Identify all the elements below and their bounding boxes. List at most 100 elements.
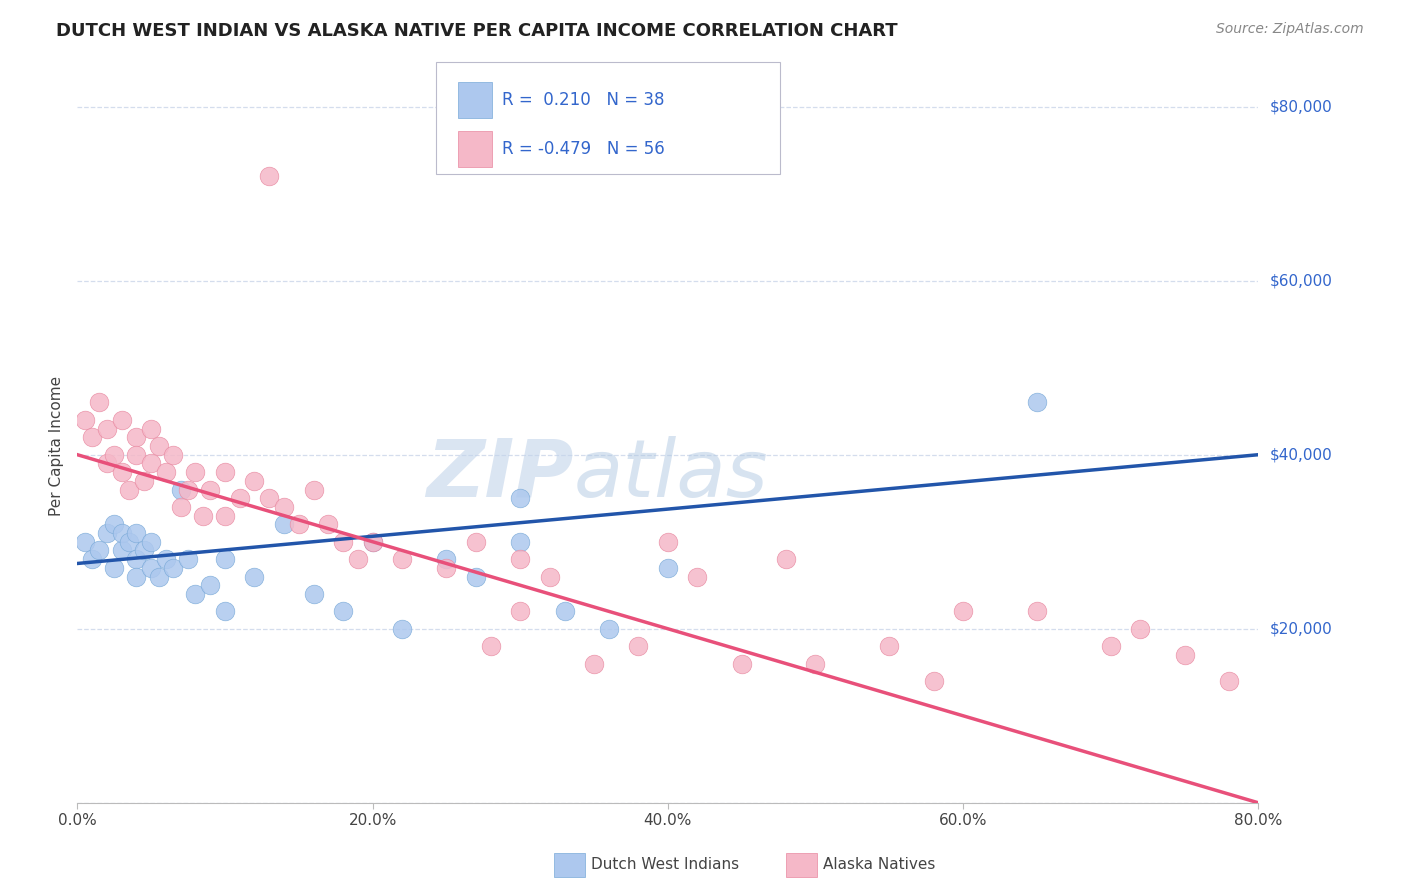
Point bbox=[686, 569, 709, 583]
Point bbox=[318, 517, 340, 532]
Point bbox=[259, 169, 281, 184]
Point bbox=[177, 552, 200, 566]
Point bbox=[170, 500, 193, 514]
Point bbox=[436, 552, 458, 566]
Point bbox=[243, 569, 266, 583]
Point bbox=[103, 561, 125, 575]
Point bbox=[288, 517, 311, 532]
Point bbox=[111, 413, 132, 427]
Point bbox=[200, 483, 222, 497]
Point bbox=[464, 534, 488, 549]
Point bbox=[103, 448, 125, 462]
Point bbox=[125, 448, 148, 462]
Point bbox=[191, 508, 214, 523]
Point bbox=[141, 534, 163, 549]
Point bbox=[162, 561, 184, 575]
Point bbox=[1099, 639, 1122, 653]
Text: R =  0.210   N = 38: R = 0.210 N = 38 bbox=[502, 91, 665, 109]
Point bbox=[259, 491, 281, 506]
Point bbox=[132, 543, 155, 558]
Point bbox=[361, 534, 384, 549]
Point bbox=[346, 552, 368, 566]
Point bbox=[361, 534, 384, 549]
Point bbox=[96, 526, 118, 541]
Text: atlas: atlas bbox=[574, 435, 768, 514]
Point bbox=[141, 561, 163, 575]
Point bbox=[184, 465, 207, 479]
Text: $80,000: $80,000 bbox=[1270, 99, 1333, 114]
Point bbox=[332, 604, 354, 618]
Point bbox=[952, 604, 974, 618]
Y-axis label: Per Capita Income: Per Capita Income bbox=[49, 376, 65, 516]
Point bbox=[73, 534, 96, 549]
Point bbox=[391, 622, 413, 636]
Point bbox=[141, 457, 163, 471]
Text: ZIP: ZIP bbox=[426, 435, 574, 514]
Point bbox=[177, 483, 200, 497]
Point bbox=[214, 508, 236, 523]
Point bbox=[162, 448, 184, 462]
Point bbox=[184, 587, 207, 601]
Point bbox=[132, 474, 155, 488]
Point bbox=[111, 543, 132, 558]
Point bbox=[118, 534, 141, 549]
Point bbox=[170, 483, 193, 497]
Point bbox=[214, 465, 236, 479]
Point bbox=[141, 421, 163, 435]
Point bbox=[538, 569, 561, 583]
Text: $40,000: $40,000 bbox=[1270, 447, 1333, 462]
Point bbox=[436, 561, 458, 575]
Point bbox=[125, 552, 148, 566]
Point bbox=[391, 552, 413, 566]
Point bbox=[96, 421, 118, 435]
Point bbox=[598, 622, 620, 636]
Point bbox=[96, 457, 118, 471]
Point bbox=[479, 639, 502, 653]
Text: Alaska Natives: Alaska Natives bbox=[823, 857, 935, 871]
Point bbox=[82, 430, 104, 444]
Point bbox=[1218, 673, 1240, 688]
Point bbox=[273, 517, 295, 532]
Point bbox=[214, 604, 236, 618]
Point bbox=[111, 465, 132, 479]
Point bbox=[148, 439, 170, 453]
Text: R = -0.479   N = 56: R = -0.479 N = 56 bbox=[502, 140, 665, 158]
Point bbox=[464, 569, 488, 583]
Point bbox=[879, 639, 901, 653]
Point bbox=[302, 587, 325, 601]
Point bbox=[155, 465, 177, 479]
Point bbox=[73, 413, 96, 427]
Point bbox=[657, 561, 679, 575]
Text: DUTCH WEST INDIAN VS ALASKA NATIVE PER CAPITA INCOME CORRELATION CHART: DUTCH WEST INDIAN VS ALASKA NATIVE PER C… bbox=[56, 22, 898, 40]
Point bbox=[243, 474, 266, 488]
Point bbox=[1026, 395, 1049, 409]
Text: $60,000: $60,000 bbox=[1270, 273, 1333, 288]
Point bbox=[775, 552, 797, 566]
Point bbox=[804, 657, 827, 671]
Point bbox=[125, 569, 148, 583]
Point bbox=[657, 534, 679, 549]
Point bbox=[273, 500, 295, 514]
Point bbox=[554, 604, 576, 618]
Point bbox=[1026, 604, 1049, 618]
Point bbox=[302, 483, 325, 497]
Point bbox=[155, 552, 177, 566]
Point bbox=[1129, 622, 1152, 636]
Point bbox=[82, 552, 104, 566]
Point bbox=[200, 578, 222, 592]
Text: $20,000: $20,000 bbox=[1270, 621, 1333, 636]
Point bbox=[509, 552, 531, 566]
Point bbox=[731, 657, 754, 671]
Point bbox=[214, 552, 236, 566]
Point bbox=[332, 534, 354, 549]
Text: Source: ZipAtlas.com: Source: ZipAtlas.com bbox=[1216, 22, 1364, 37]
Point bbox=[509, 534, 531, 549]
Point bbox=[1174, 648, 1197, 662]
Point bbox=[103, 517, 125, 532]
Point bbox=[627, 639, 650, 653]
Point bbox=[509, 491, 531, 506]
Point bbox=[125, 430, 148, 444]
Point bbox=[509, 604, 531, 618]
Point bbox=[583, 657, 606, 671]
Point bbox=[148, 569, 170, 583]
